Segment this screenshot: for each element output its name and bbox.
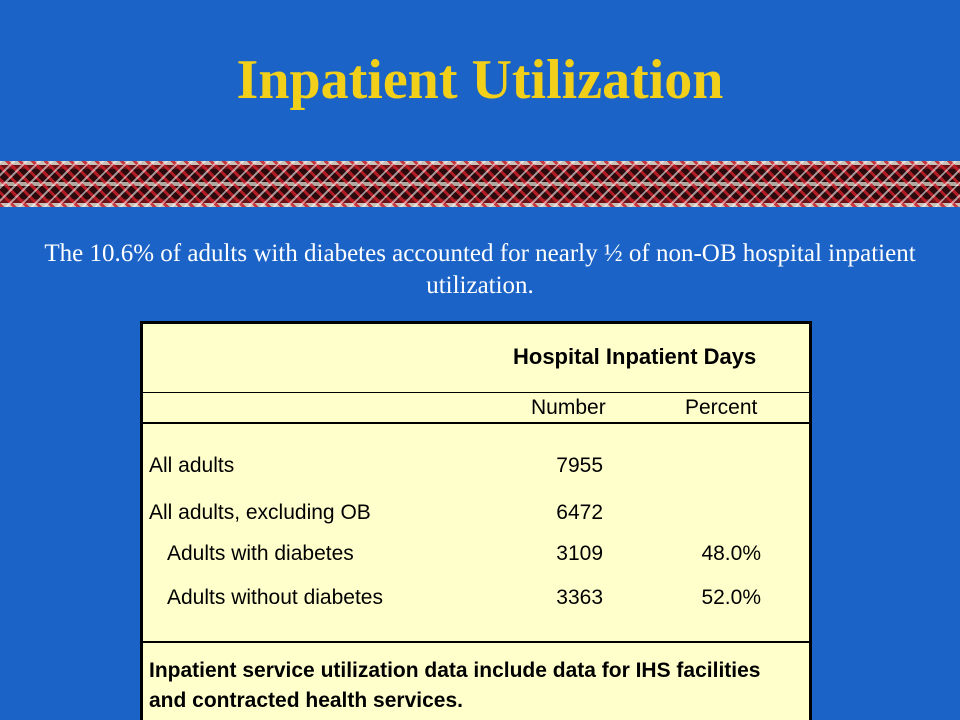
row-number-all-adults: 7955	[556, 454, 603, 477]
footer-divider	[143, 641, 809, 643]
slide-subtitle: The 10.6% of adults with diabetes accoun…	[44, 240, 916, 299]
table-header: Hospital Inpatient Days	[513, 344, 757, 369]
row-number-without-diabetes: 3363	[556, 586, 603, 609]
row-number-with-diabetes: 3109	[556, 542, 603, 565]
table-footnote: Inpatient service utilization data inclu…	[149, 659, 761, 712]
row-number-excluding-ob: 6472	[556, 501, 603, 524]
column-header-number: Number	[531, 396, 606, 419]
data-table: Hospital Inpatient Days Number Percent A…	[140, 321, 812, 720]
row-label-excluding-ob: All adults, excluding OB	[149, 501, 371, 524]
row-label-all-adults: All adults	[149, 454, 235, 477]
header-divider	[143, 392, 809, 393]
row-label-with-diabetes: Adults with diabetes	[167, 542, 354, 565]
row-percent-without-diabetes: 52.0%	[701, 586, 761, 609]
column-divider	[143, 422, 809, 424]
decorative-woven-band	[0, 161, 960, 207]
slide-title: Inpatient Utilization	[236, 49, 724, 111]
column-header-percent: Percent	[685, 396, 758, 419]
row-percent-with-diabetes: 48.0%	[701, 542, 761, 565]
row-label-without-diabetes: Adults without diabetes	[167, 586, 383, 609]
